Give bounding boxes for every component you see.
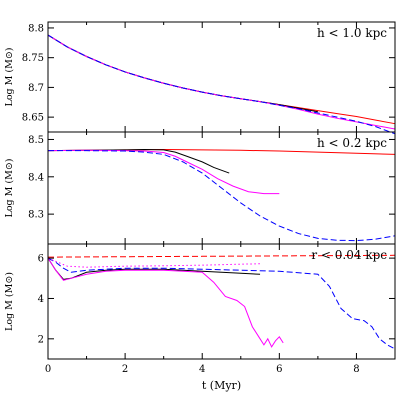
y-tick-label-2-2: 8.4 bbox=[28, 172, 44, 183]
series-line-red-3-1 bbox=[47, 254, 396, 258]
series-line-blue-3-4 bbox=[47, 257, 396, 350]
x-tick-label-5: 8 bbox=[353, 364, 359, 375]
y-axis-label-3: Log M (M⊙) bbox=[4, 272, 15, 331]
y-tick-label-2-3: 8.5 bbox=[28, 135, 44, 146]
series-line-magenta-2-3 bbox=[47, 149, 280, 195]
panel-label-1: h < 1.0 kpc bbox=[317, 26, 387, 40]
series-line-black-1-2 bbox=[47, 34, 318, 113]
y-tick-label-3-2: 4 bbox=[38, 294, 44, 305]
y-tick-label-2-1: 8.3 bbox=[28, 210, 44, 221]
series-line-black-3-2 bbox=[47, 257, 261, 280]
series-line-red-1-1 bbox=[47, 34, 396, 125]
series-line-magenta-3-5 bbox=[47, 257, 261, 268]
y-tick-label-1-2: 8.7 bbox=[28, 83, 44, 94]
y-tick-label-1-3: 8.75 bbox=[22, 53, 44, 64]
panel-frame-3 bbox=[47, 243, 396, 360]
series-line-blue-2-4 bbox=[48, 150, 396, 242]
x-tick-label-4: 6 bbox=[276, 364, 282, 375]
x-tick-label-3: 4 bbox=[199, 364, 205, 375]
x-axis-label: t (Myr) bbox=[202, 379, 241, 392]
y-tick-label-1-4: 8.8 bbox=[28, 23, 44, 34]
x-tick-label-2: 2 bbox=[122, 364, 128, 375]
x-tick-label-1: 0 bbox=[45, 364, 51, 375]
y-tick-label-3-3: 6 bbox=[38, 254, 44, 265]
y-tick-label-1-1: 8.65 bbox=[22, 113, 44, 124]
panel-label-3: r < 0.04 kpc bbox=[311, 248, 387, 262]
series-line-blue-1-4 bbox=[47, 34, 396, 135]
panel-label-2: h < 0.2 kpc bbox=[317, 136, 387, 150]
y-axis-label-1: Log M (M⊙) bbox=[4, 48, 15, 107]
y-tick-label-3-1: 2 bbox=[38, 334, 44, 345]
series-line-magenta-3-3 bbox=[47, 257, 284, 348]
y-axis-label-2: Log M (M⊙) bbox=[4, 159, 15, 218]
